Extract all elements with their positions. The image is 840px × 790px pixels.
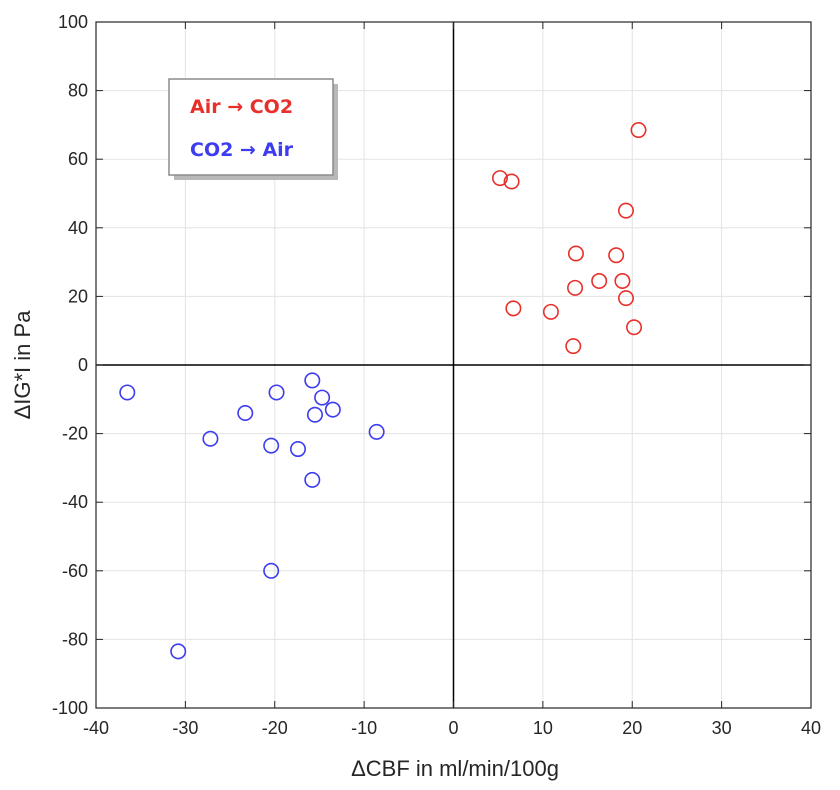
- point-co2-to-air: [119, 384, 136, 401]
- y-tick-label: 80: [68, 81, 88, 101]
- data-points: [119, 122, 647, 660]
- x-tick-label: 20: [622, 718, 642, 738]
- point-co2-to-air: [289, 441, 306, 458]
- y-tick-label: 60: [68, 149, 88, 169]
- y-tick-label: -20: [62, 424, 88, 444]
- legend: Air → CO2 CO2 → Air: [168, 78, 338, 180]
- point-co2-to-air: [304, 471, 321, 488]
- point-co2-to-air: [237, 405, 254, 422]
- x-tick-label: 10: [533, 718, 553, 738]
- point-air-to-co2: [567, 245, 584, 262]
- x-tick-label: -20: [262, 718, 288, 738]
- y-tick-label: 100: [58, 12, 88, 32]
- y-tick-label: 40: [68, 218, 88, 238]
- legend-box: [168, 78, 334, 176]
- y-axis-title: ΔIG*I in Pa: [10, 310, 35, 420]
- legend-entry-co2-to-air: CO2 → Air: [190, 139, 294, 161]
- point-co2-to-air: [170, 643, 187, 660]
- point-air-to-co2: [614, 272, 631, 289]
- point-co2-to-air: [306, 406, 323, 423]
- x-tick-label: 40: [801, 718, 821, 738]
- point-air-to-co2: [567, 279, 584, 296]
- point-air-to-co2: [491, 170, 508, 187]
- y-tick-label: 20: [68, 286, 88, 306]
- x-tick-label: -10: [351, 718, 377, 738]
- y-tick-label: -40: [62, 492, 88, 512]
- y-tick-label: -100: [52, 698, 88, 718]
- axis-ticks: -40 -30 -20 -10 0 10 20 30 40100806040200-20-40-…: [52, 12, 821, 738]
- x-tick-label: 0: [448, 718, 458, 738]
- point-air-to-co2: [630, 122, 647, 139]
- y-tick-label: 0: [78, 355, 88, 375]
- point-air-to-co2: [617, 202, 634, 219]
- point-air-to-co2: [503, 173, 520, 190]
- point-co2-to-air: [268, 384, 285, 401]
- point-co2-to-air: [263, 437, 280, 454]
- point-air-to-co2: [542, 303, 559, 320]
- point-air-to-co2: [565, 338, 582, 355]
- x-axis-title: ΔCBF in ml/min/100g: [351, 756, 559, 781]
- point-co2-to-air: [314, 389, 331, 406]
- point-air-to-co2: [591, 272, 608, 289]
- point-air-to-co2: [608, 247, 625, 264]
- legend-entry-air-to-co2: Air → CO2: [190, 96, 293, 118]
- zero-lines: [96, 22, 811, 708]
- point-co2-to-air: [202, 430, 219, 447]
- y-tick-label: -60: [62, 561, 88, 581]
- point-co2-to-air: [304, 372, 321, 389]
- point-co2-to-air: [263, 562, 280, 579]
- y-tick-label: -80: [62, 629, 88, 649]
- point-air-to-co2: [617, 290, 634, 307]
- point-air-to-co2: [626, 319, 643, 336]
- point-air-to-co2: [505, 300, 522, 317]
- point-co2-to-air: [368, 423, 385, 440]
- point-co2-to-air: [324, 401, 341, 418]
- x-tick-label: 30: [712, 718, 732, 738]
- x-tick-label: -40: [83, 718, 109, 738]
- x-tick-label: -30: [172, 718, 198, 738]
